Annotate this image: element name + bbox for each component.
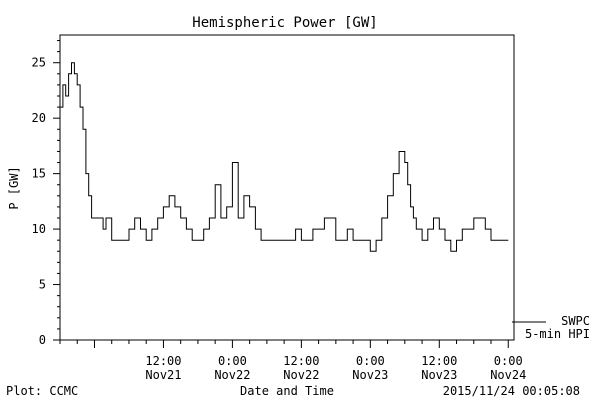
plot-frame xyxy=(59,34,515,341)
y-tick-label: 15 xyxy=(32,167,46,181)
series-line-hpi xyxy=(60,62,509,252)
x-axis-label: Date and Time xyxy=(240,384,334,398)
y-axis-ticks: 0 5 10 15 20 25 xyxy=(32,40,60,347)
footer-right-text: 2015/11/24 00:05:08 xyxy=(443,384,580,398)
y-tick-label: 20 xyxy=(32,111,46,125)
footer-left-text: Plot: CCMC xyxy=(6,384,78,398)
x-tick-label-date: Nov21 xyxy=(145,368,181,382)
y-tick-label: 10 xyxy=(32,222,46,236)
x-tick-label-time: 12:00 xyxy=(145,354,181,368)
y-tick-label: 25 xyxy=(32,56,46,70)
legend-label-swpc: SWPC xyxy=(561,314,590,328)
x-tick-label-time: 0:00 xyxy=(494,354,523,368)
x-tick-label-date: Nov23 xyxy=(421,368,457,382)
x-tick-label-date: Nov23 xyxy=(352,368,388,382)
y-tick-label: 5 xyxy=(39,278,46,292)
x-tick-label-time: 0:00 xyxy=(218,354,247,368)
x-tick-label-date: Nov22 xyxy=(214,368,250,382)
series-layer xyxy=(60,62,509,252)
legend: SWPC 5-min HPI xyxy=(512,314,590,341)
y-tick-label: 0 xyxy=(39,333,46,347)
legend-label-hpi: 5-min HPI xyxy=(525,327,590,341)
x-tick-label-date: Nov22 xyxy=(283,368,319,382)
x-tick-label-time: 0:00 xyxy=(356,354,385,368)
x-tick-label-date: Nov24 xyxy=(490,368,526,382)
x-tick-label-time: 12:00 xyxy=(421,354,457,368)
chart-title: Hemispheric Power [GW] xyxy=(192,15,377,31)
y-axis-label: P [GW] xyxy=(7,166,21,209)
x-tick-label-time: 12:00 xyxy=(283,354,319,368)
x-axis-ticks: 12:00Nov210:00Nov2212:00Nov220:00Nov2312… xyxy=(59,340,526,382)
